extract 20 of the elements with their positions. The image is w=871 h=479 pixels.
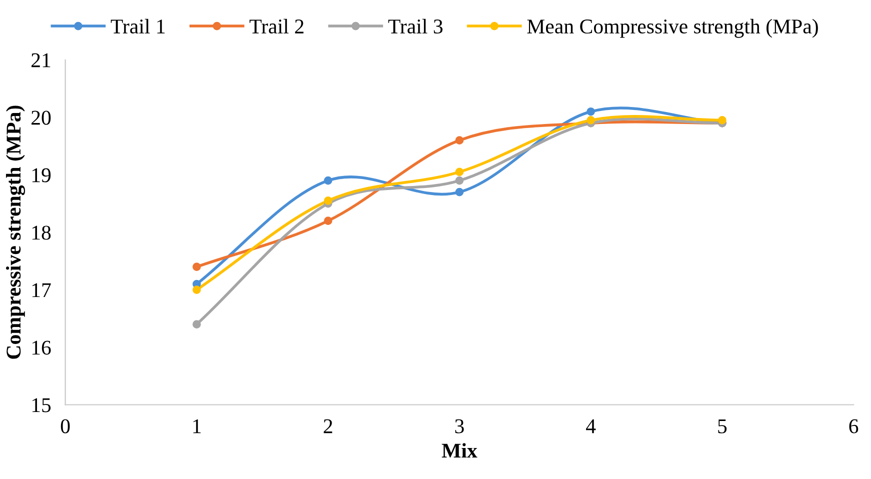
x-axis-title: Mix [442,443,478,458]
y-tick-label: 16 [32,340,51,355]
y-axis-title: Compressive strength (MPa) [6,106,26,359]
legend-label: Mean Compressive strength (MPa) [527,18,818,38]
y-tick-label: 17 [32,283,51,298]
y-tick-label: 21 [32,53,50,68]
x-tick-label: 1 [193,419,201,434]
legend-label: Trail 2 [250,18,304,34]
y-tick-label: 15 [32,398,51,412]
y-tick-label: 19 [32,168,51,182]
y-tick-label: 18 [32,226,51,240]
legend-label: Trail 1 [110,18,165,34]
x-tick-label: 3 [455,419,464,434]
legend-label: Trail 3 [388,18,442,34]
x-tick-label: 5 [718,419,727,434]
x-tick-label: 0 [60,419,70,434]
x-tick-label: 2 [324,419,332,434]
x-tick-label: 4 [586,419,596,434]
x-tick-label: 6 [849,419,858,434]
y-tick-label: 20 [32,110,51,125]
